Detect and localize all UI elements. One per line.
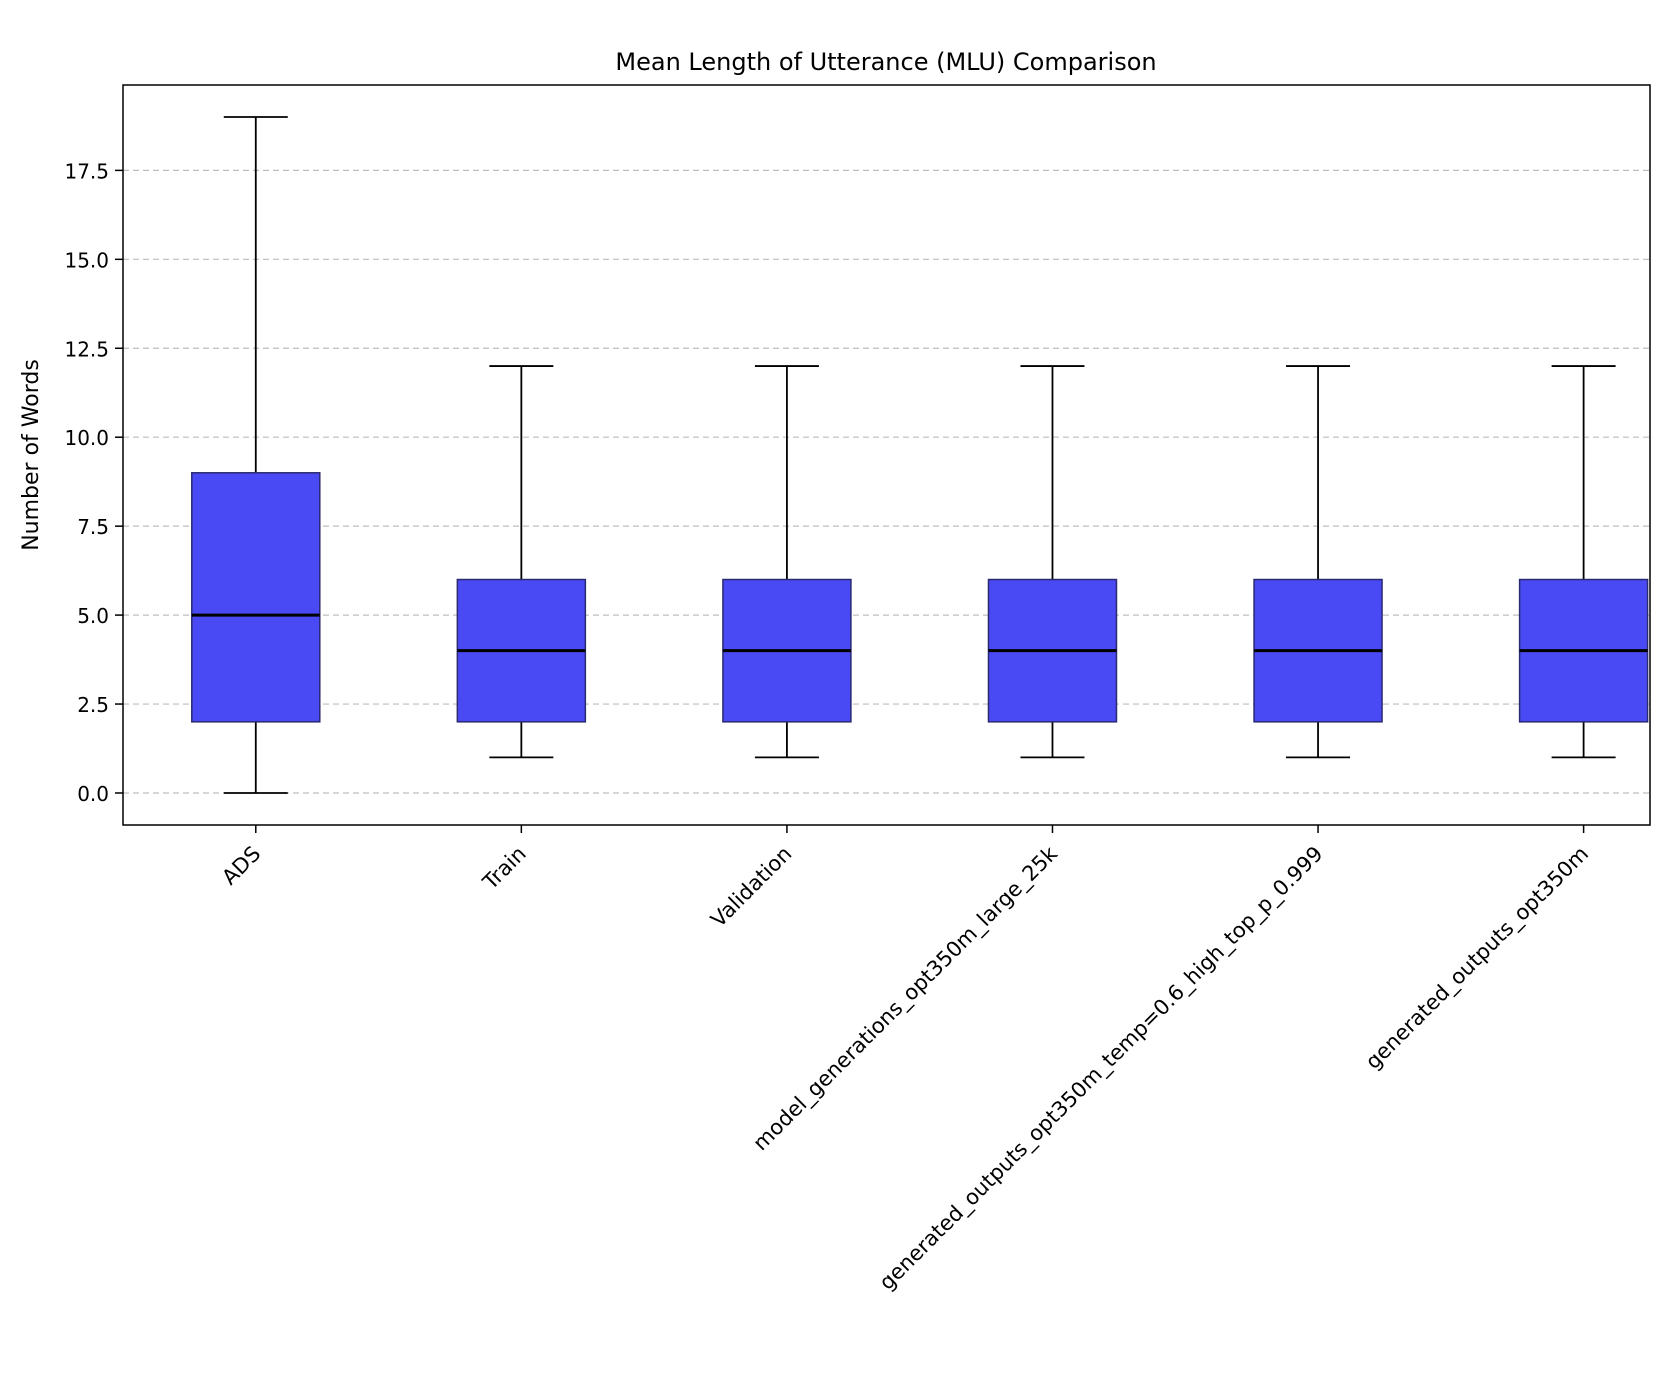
y-tick-label: 17.5 — [64, 159, 109, 183]
x-tick-label: Train — [478, 842, 531, 895]
box-group — [456, 365, 587, 759]
y-axis-label: Number of Words — [19, 359, 44, 551]
grid-lines — [123, 169, 1650, 794]
y-tick-label: 0.0 — [77, 782, 109, 806]
iqr-box — [191, 472, 321, 723]
y-axis-ticks: 0.0 2.5 5.0 7.5 10.0 12.5 15.0 17.5 — [64, 159, 123, 806]
y-tick-label: 15.0 — [64, 248, 109, 272]
y-tick-label: 7.5 — [77, 515, 109, 539]
x-tick-label: generated_outputs_opt350m — [1361, 842, 1594, 1075]
y-tick-label: 2.5 — [77, 693, 109, 717]
x-tick-label: generated_outputs_opt350m_temp=0.6_high_… — [875, 842, 1329, 1296]
x-tick-label: ADS — [217, 842, 265, 890]
box-group — [1253, 365, 1383, 759]
y-tick-label: 10.0 — [64, 426, 109, 450]
box-group — [987, 365, 1118, 759]
plot-area-frame — [122, 84, 1651, 826]
x-tick-label: Validation — [706, 842, 796, 932]
box-group — [1518, 365, 1649, 759]
x-axis-ticks: ADS Train Validationmodel_generations_opt3… — [217, 825, 1594, 1295]
box-group — [191, 116, 321, 794]
y-tick-label: 5.0 — [77, 604, 109, 628]
y-tick-label: 12.5 — [64, 337, 109, 361]
chart-title: Mean Length of Utterance (MLU) Compariso… — [615, 48, 1156, 76]
boxes — [191, 116, 1649, 794]
x-tick-label: model_generations_opt350m_large_25k — [748, 841, 1063, 1156]
box-group — [722, 365, 852, 759]
